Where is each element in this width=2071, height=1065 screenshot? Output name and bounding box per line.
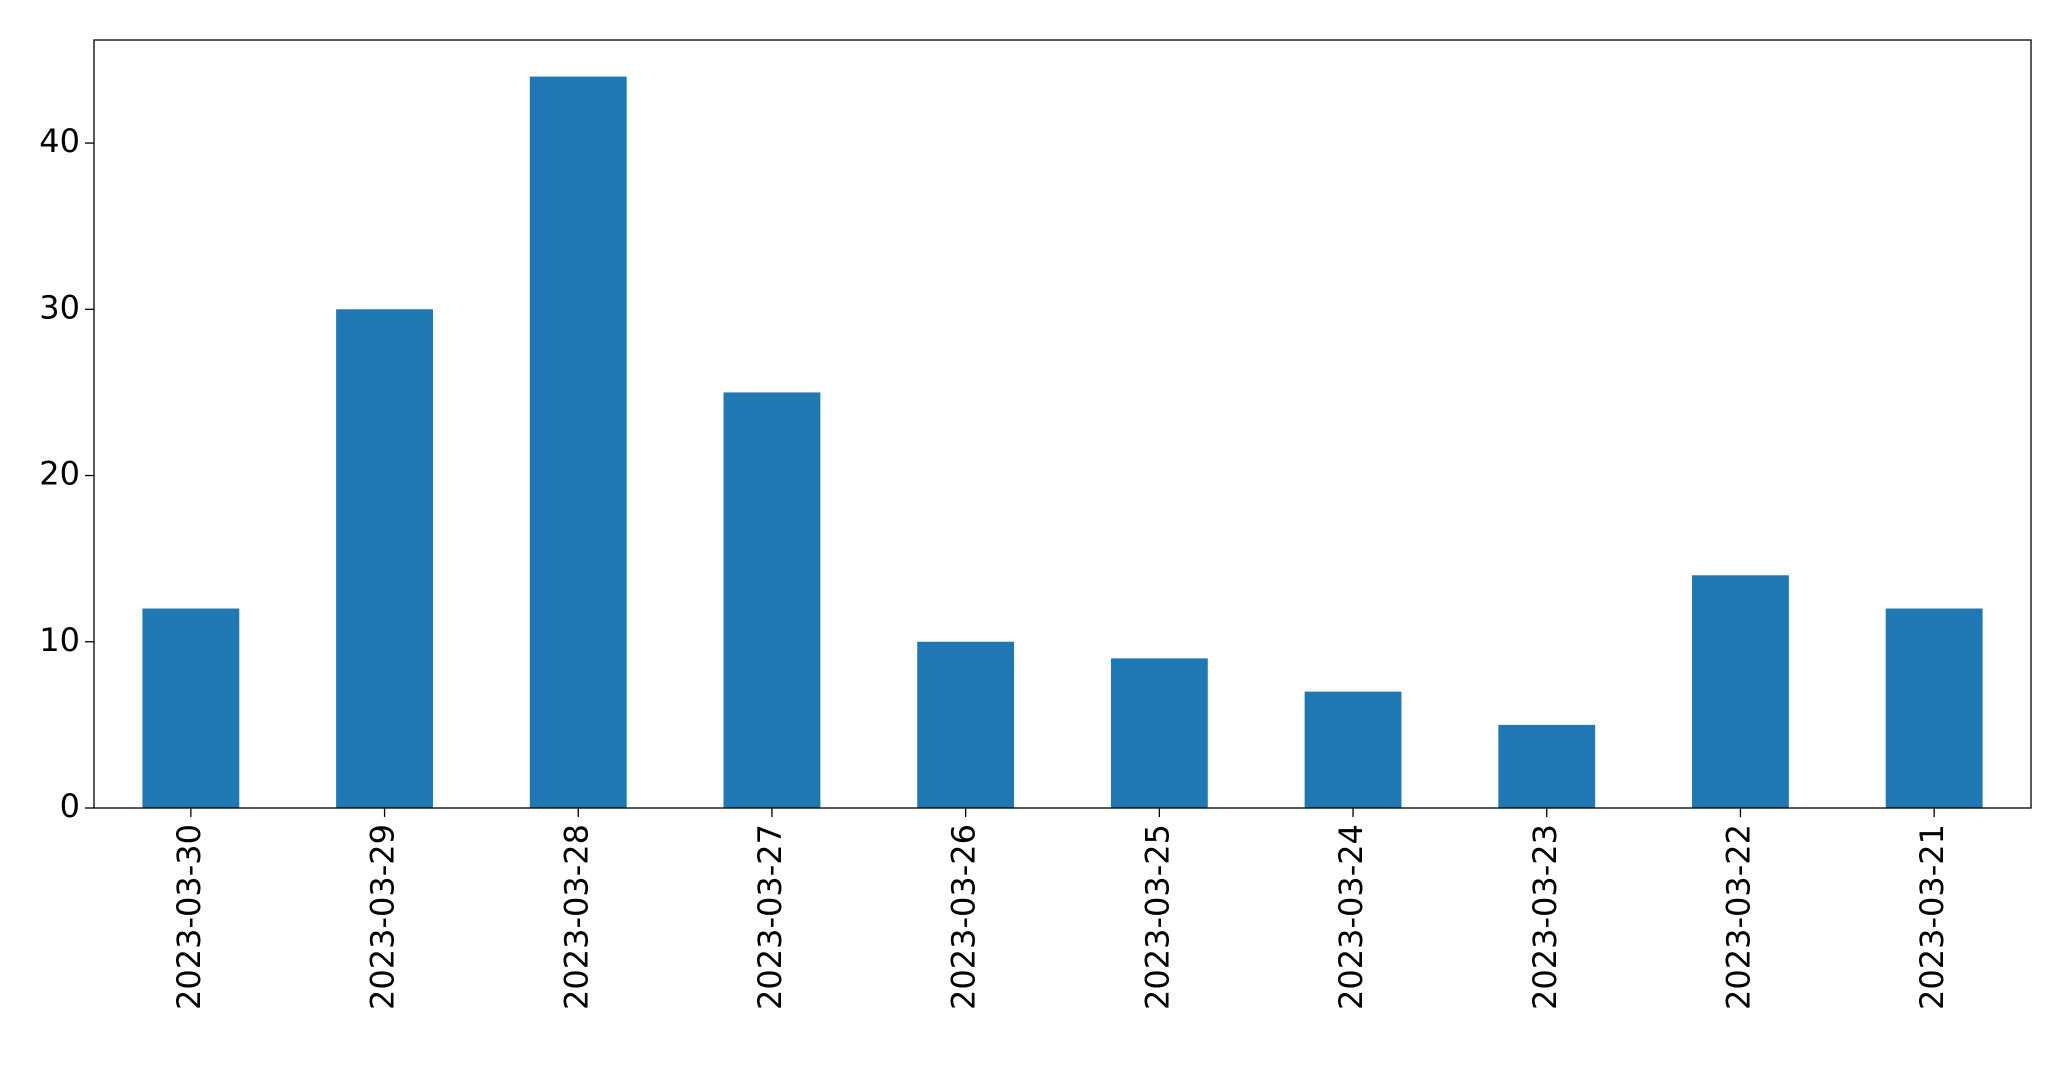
- y-tick-label: 40: [39, 122, 80, 160]
- x-tick-label: 2023-03-27: [751, 824, 789, 1010]
- bar: [1692, 575, 1789, 808]
- bar: [1498, 724, 1596, 808]
- bar: [142, 608, 240, 808]
- x-tick-label: 2023-03-25: [1138, 824, 1176, 1010]
- bar: [336, 309, 433, 808]
- x-tick-label: 2023-03-23: [1526, 824, 1564, 1010]
- bar: [917, 641, 1015, 808]
- y-tick-label: 20: [39, 455, 80, 493]
- bar: [1885, 608, 1983, 808]
- bar: [529, 76, 627, 809]
- x-tick-label: 2023-03-29: [364, 824, 402, 1010]
- x-tick-label: 2023-03-26: [945, 824, 983, 1010]
- plot-frame: [93, 39, 2032, 809]
- x-tick-label: 2023-03-28: [557, 824, 595, 1010]
- bar: [1304, 691, 1402, 808]
- bar: [1110, 658, 1208, 808]
- x-tick-label: 2023-03-22: [1719, 824, 1757, 1010]
- x-tick-label: 2023-03-21: [1913, 824, 1951, 1010]
- x-tick-label: 2023-03-24: [1332, 824, 1370, 1010]
- y-tick-label: 0: [60, 787, 80, 825]
- y-tick-label: 10: [39, 621, 80, 659]
- bar: [723, 392, 821, 808]
- x-tick-label: 2023-03-30: [170, 824, 208, 1010]
- y-tick-label: 30: [39, 288, 80, 326]
